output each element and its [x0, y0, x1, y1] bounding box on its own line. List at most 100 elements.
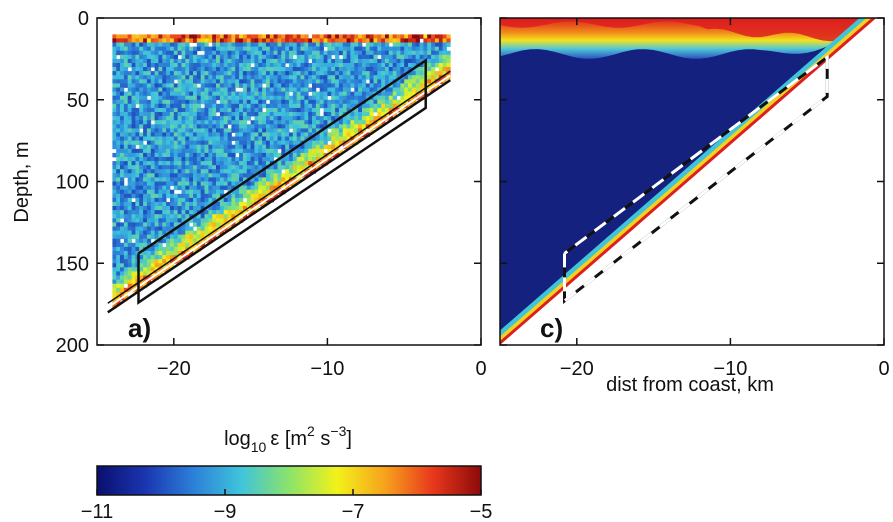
epsilon-cell — [308, 157, 313, 162]
epsilon-cell — [127, 128, 132, 133]
epsilon-cell — [193, 165, 198, 170]
epsilon-cell — [312, 95, 317, 101]
epsilon-cell — [116, 197, 121, 203]
epsilon-cell — [127, 283, 132, 289]
epsilon-cell — [385, 91, 390, 97]
epsilon-cell — [388, 116, 394, 121]
epsilon-cell — [135, 197, 140, 203]
epsilon-cell — [296, 107, 301, 113]
epsilon-cell — [335, 132, 340, 137]
epsilon-cell — [250, 87, 255, 92]
epsilon-cell — [231, 99, 236, 105]
epsilon-cell — [212, 79, 217, 84]
epsilon-cell — [154, 140, 159, 146]
epsilon-cell — [335, 67, 340, 72]
epsilon-cell — [250, 136, 255, 141]
epsilon-cell — [204, 214, 209, 219]
epsilon-cell — [189, 103, 194, 109]
epsilon-cell — [354, 63, 359, 68]
epsilon-cell — [266, 193, 271, 199]
epsilon-cell — [193, 50, 198, 56]
epsilon-cell — [208, 222, 213, 227]
epsilon-cell — [431, 58, 436, 64]
epsilon-cell — [143, 112, 148, 117]
epsilon-cell — [131, 67, 136, 72]
epsilon-cell — [212, 169, 217, 174]
epsilon-cell — [404, 50, 409, 56]
epsilon-cell — [181, 112, 186, 117]
epsilon-cell — [350, 50, 355, 56]
epsilon-cell — [185, 38, 190, 43]
epsilon-cell — [150, 124, 156, 129]
epsilon-cell — [139, 99, 144, 105]
epsilon-cell — [170, 140, 175, 146]
epsilon-cell — [315, 54, 321, 60]
epsilon-cell — [254, 79, 259, 84]
epsilon-cell — [200, 152, 205, 158]
epsilon-cell — [289, 116, 294, 121]
epsilon-cell — [358, 103, 363, 109]
epsilon-cell — [258, 148, 263, 154]
epsilon-cell — [200, 210, 205, 215]
epsilon-cell — [181, 234, 186, 240]
epsilon-cell — [112, 271, 117, 276]
epsilon-cell — [289, 161, 294, 166]
epsilon-cell — [262, 46, 267, 52]
epsilon-cell — [250, 148, 255, 154]
epsilon-cell — [196, 214, 202, 219]
epsilon-cell — [185, 46, 190, 52]
epsilon-cell — [143, 161, 148, 166]
epsilon-cell — [254, 132, 259, 137]
epsilon-cell — [262, 103, 267, 109]
epsilon-cell — [269, 71, 275, 76]
epsilon-cell — [346, 91, 351, 97]
epsilon-cell — [308, 79, 313, 84]
epsilon-cell — [116, 157, 121, 162]
epsilon-cell — [427, 71, 432, 76]
epsilon-cell — [131, 210, 136, 215]
epsilon-cell — [381, 34, 386, 39]
epsilon-cell — [123, 148, 129, 154]
epsilon-cell — [143, 54, 148, 60]
epsilon-cell — [162, 83, 167, 88]
epsilon-cell — [189, 67, 194, 72]
epsilon-cell — [269, 103, 275, 109]
epsilon-cell — [335, 34, 340, 39]
epsilon-cell — [354, 71, 359, 76]
epsilon-cell — [392, 83, 397, 88]
epsilon-cell — [189, 99, 194, 105]
epsilon-cell — [189, 140, 194, 146]
epsilon-cell — [135, 50, 140, 56]
epsilon-cell — [112, 107, 117, 113]
epsilon-cell — [204, 112, 209, 117]
epsilon-cell — [204, 50, 209, 56]
epsilon-cell — [335, 50, 340, 56]
epsilon-cell — [200, 165, 205, 170]
epsilon-cell — [112, 246, 117, 252]
epsilon-cell — [173, 206, 179, 211]
epsilon-cell — [116, 103, 121, 109]
epsilon-cell — [135, 169, 140, 174]
epsilon-cell — [365, 38, 371, 43]
epsilon-cell — [120, 157, 125, 162]
epsilon-cell — [158, 173, 163, 178]
epsilon-cell — [242, 79, 248, 84]
epsilon-cell — [266, 128, 271, 133]
epsilon-cell — [338, 67, 344, 72]
epsilon-cell — [123, 165, 129, 170]
epsilon-cell — [273, 185, 278, 191]
epsilon-cell — [216, 91, 221, 97]
epsilon-cell — [150, 201, 156, 207]
epsilon-cell — [400, 99, 405, 105]
epsilon-cell — [338, 120, 344, 125]
epsilon-cell — [127, 38, 132, 43]
epsilon-cell — [369, 99, 374, 105]
epsilon-cell — [146, 83, 152, 88]
epsilon-cell — [411, 75, 417, 80]
epsilon-cell — [112, 259, 117, 264]
epsilon-cell — [296, 148, 301, 154]
epsilon-cell — [319, 58, 324, 64]
epsilon-cell — [400, 46, 405, 52]
epsilon-cell — [170, 112, 175, 117]
epsilon-cell — [338, 95, 344, 101]
